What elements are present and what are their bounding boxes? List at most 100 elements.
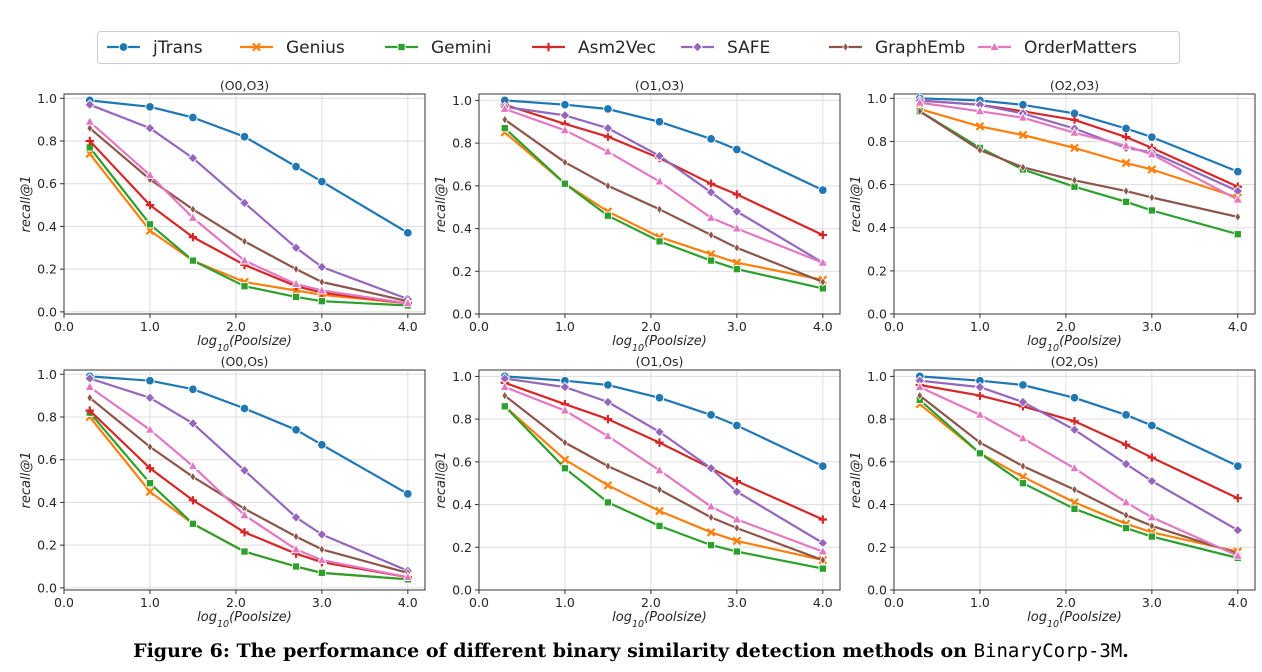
- data-point: [188, 496, 198, 505]
- data-point: [1147, 206, 1156, 215]
- data-point: [818, 185, 828, 195]
- series-line: [89, 99, 409, 234]
- data-point: [145, 220, 155, 229]
- series-safe: [914, 375, 1244, 536]
- data-point: [1120, 139, 1132, 150]
- data-point: [240, 528, 249, 537]
- data-point: [818, 515, 828, 524]
- y-tick-label: 1.0: [452, 93, 472, 108]
- data-point: [1233, 461, 1243, 471]
- y-tick-label: 0.0: [452, 583, 472, 598]
- data-point: [654, 393, 665, 403]
- y-tick-label: 0.4: [867, 220, 887, 235]
- data-point: [188, 519, 197, 528]
- series-ordermatters: [914, 381, 1244, 560]
- data-point: [1232, 549, 1244, 560]
- caption-prefix: Figure 6: The performance of different b…: [133, 640, 974, 662]
- data-point: [239, 403, 250, 414]
- series-line: [504, 377, 824, 544]
- data-point: [86, 123, 94, 134]
- y-tick-label: 0.6: [37, 176, 57, 191]
- series-ordermatters: [499, 103, 829, 267]
- series-genius: [915, 104, 1243, 202]
- series-graphemb: [916, 106, 1242, 222]
- data-point: [292, 562, 301, 571]
- data-point: [656, 484, 663, 495]
- series-safe: [499, 101, 829, 269]
- y-tick-label: 0.2: [867, 540, 887, 555]
- data-point: [732, 536, 742, 546]
- data-point: [603, 211, 612, 220]
- x-tick-label: 0.0: [54, 319, 74, 334]
- data-point: [975, 391, 985, 400]
- series-graphemb: [86, 392, 412, 578]
- y-tick-label: 0.8: [37, 133, 57, 148]
- data-point: [705, 462, 717, 474]
- data-point: [1122, 186, 1130, 196]
- x-tick-label: 2.0: [1056, 319, 1076, 334]
- series-gemini: [915, 107, 1242, 239]
- data-point: [84, 115, 96, 126]
- y-tick-label: 0.8: [867, 134, 887, 149]
- data-point: [1018, 479, 1027, 488]
- x-axis-label: log10(Poolsize): [197, 334, 292, 354]
- data-point: [707, 230, 715, 240]
- data-point: [239, 254, 250, 265]
- data-point: [292, 264, 300, 274]
- legend-marker: [544, 42, 553, 52]
- data-point: [560, 455, 570, 465]
- y-axis-label: recall@1: [849, 452, 864, 509]
- data-point: [187, 460, 199, 470]
- data-point: [1019, 461, 1027, 471]
- data-point: [603, 480, 613, 490]
- series-ordermatters: [914, 96, 1244, 204]
- data-point: [1070, 504, 1079, 513]
- data-point: [146, 442, 154, 452]
- series-gemini: [500, 402, 827, 573]
- data-point: [145, 375, 155, 386]
- x-tick-label: 0.0: [54, 595, 74, 610]
- x-axis-label: log10(Poolsize): [612, 610, 707, 630]
- data-point: [705, 186, 717, 198]
- data-point: [1121, 158, 1131, 168]
- data-point: [1018, 380, 1028, 390]
- data-point: [604, 181, 612, 191]
- data-point: [188, 112, 198, 123]
- data-point: [403, 489, 413, 499]
- y-tick-label: 0.0: [867, 307, 887, 322]
- x-tick-label: 2.0: [226, 595, 246, 610]
- legend: jTrans Genius Gemini Asm2Vec SAFE GraphEmb Ord…: [97, 31, 1180, 64]
- data-point: [500, 402, 509, 411]
- data-point: [916, 106, 924, 117]
- data-point: [1069, 126, 1080, 137]
- data-point: [1146, 511, 1158, 522]
- chart-panel: 0.0 1.0 2.0 3.0 4.0 0.0 0.2 0.4 0.6 0.8 1.0 (O2,Os)…: [849, 354, 1256, 630]
- y-tick-label: 0.4: [452, 221, 472, 236]
- series-genius: [85, 149, 413, 308]
- data-point: [914, 96, 926, 107]
- panel-title: (O1,Os): [636, 354, 684, 369]
- series-line: [504, 405, 824, 570]
- y-tick-label: 0.0: [37, 304, 57, 319]
- x-tick-label: 1.0: [140, 319, 160, 334]
- data-point: [1070, 115, 1079, 125]
- x-axis-label: log10(Poolsize): [612, 334, 707, 354]
- data-point: [974, 105, 986, 116]
- data-point: [733, 523, 741, 533]
- x-tick-label: 4.0: [1228, 319, 1248, 334]
- legend-marker: [692, 41, 703, 53]
- data-point: [1069, 424, 1080, 436]
- y-tick-label: 1.0: [37, 91, 57, 106]
- legend-item: OrderMatters: [978, 38, 1137, 58]
- plot-frame: [63, 93, 426, 315]
- data-point: [976, 437, 984, 448]
- data-point: [654, 150, 665, 162]
- plot-frame: [478, 93, 841, 315]
- x-tick-label: 4.0: [813, 595, 833, 610]
- data-point: [1121, 440, 1131, 449]
- x-tick-label: 4.0: [398, 595, 418, 610]
- data-point: [559, 404, 571, 415]
- data-point: [559, 124, 571, 135]
- data-point: [1122, 510, 1130, 521]
- legend-item: Asm2Vec: [532, 38, 656, 58]
